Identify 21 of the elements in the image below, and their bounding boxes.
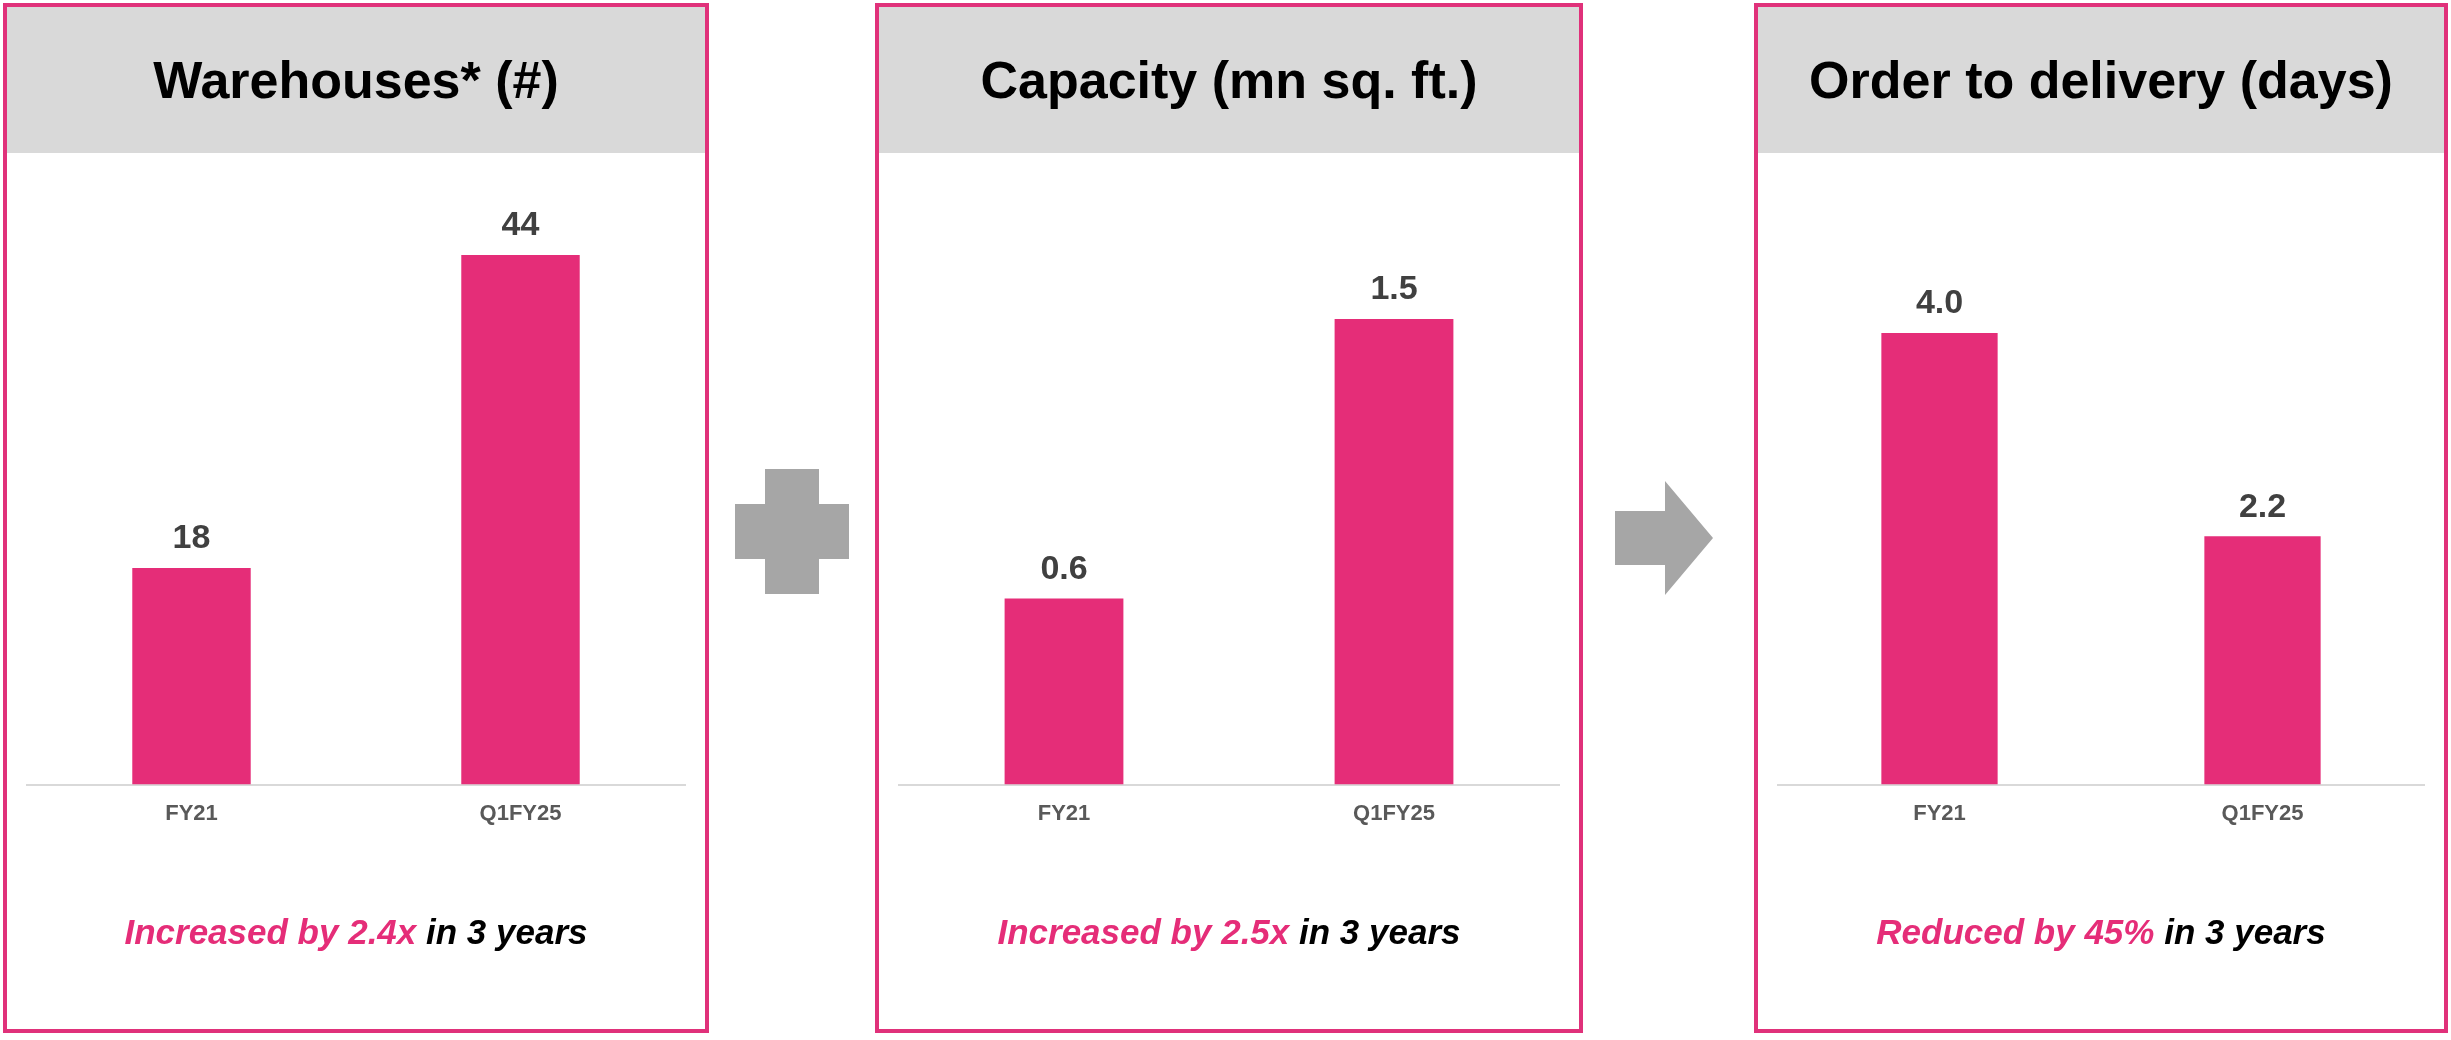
text: in 3 years	[426, 912, 588, 951]
x-tick-label: FY21	[1913, 799, 1966, 825]
text: in 3 years	[2164, 912, 2326, 951]
text: Reduced by 45%	[1876, 912, 2156, 951]
chart-title: Order to delivery (days)	[1758, 7, 2444, 153]
x-tick-label: Q1FY25	[1353, 799, 1435, 825]
x-tick-label: Q1FY25	[2221, 799, 2304, 825]
data-label: 4.0	[1915, 282, 1964, 321]
text: Increased by 2.4x	[124, 912, 418, 951]
data-label: 0.6	[1040, 547, 1088, 586]
x-tick-label: Q1FY25	[479, 799, 562, 825]
data-label: 44	[501, 204, 540, 243]
x-tick-label: FY21	[165, 799, 218, 825]
data-label: 18	[172, 517, 211, 556]
x-tick-label: FY21	[1037, 799, 1091, 825]
chart-title: Warehouses* (#)	[7, 7, 705, 153]
chart-title: Capacity (mn sq. ft.)	[879, 7, 1579, 153]
data-label: 2.2	[2238, 485, 2287, 524]
text: Increased by 2.5x	[997, 912, 1291, 951]
data-label: 1.5	[1370, 268, 1418, 307]
text: in 3 years	[1299, 912, 1461, 951]
